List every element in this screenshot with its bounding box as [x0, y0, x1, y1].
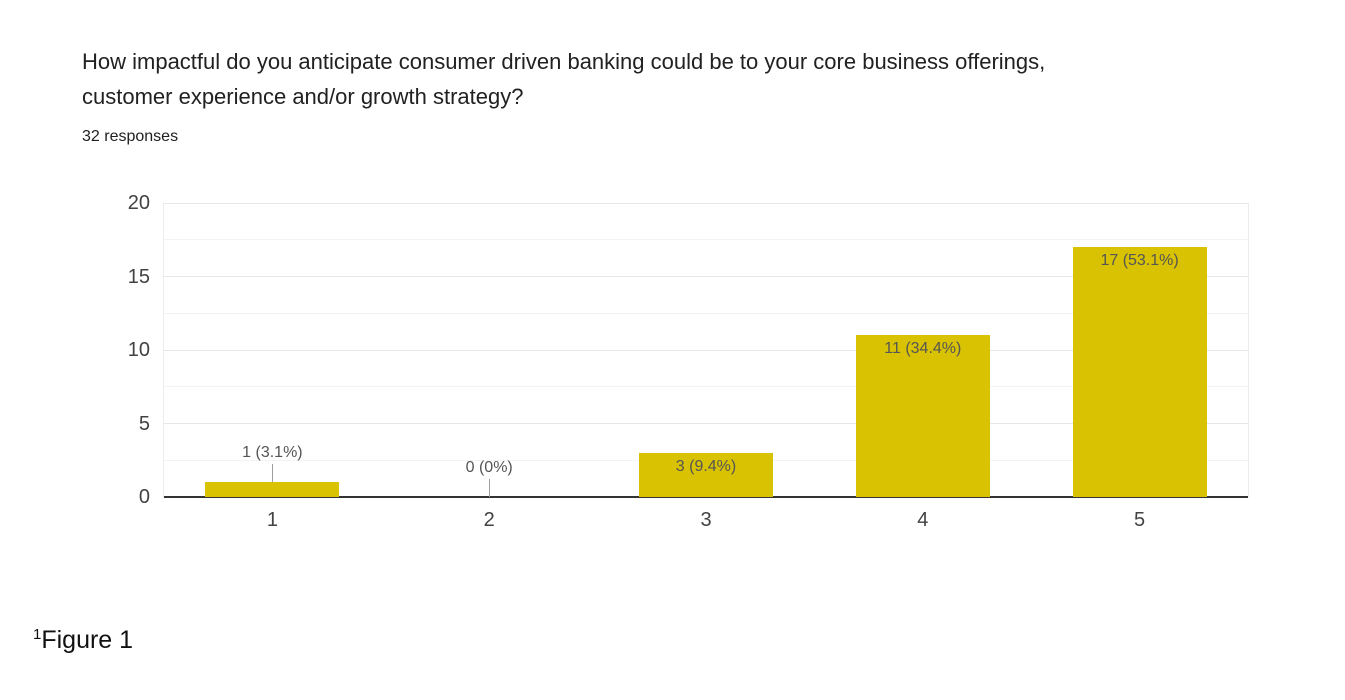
bar: [639, 452, 773, 497]
y-axis-label: 20: [127, 192, 150, 214]
bar: [855, 335, 990, 497]
annotation-stem: [489, 479, 491, 497]
bar: [1072, 247, 1207, 497]
minor-gridline: [164, 386, 1248, 388]
figure-caption-text: Figure 1: [41, 626, 134, 654]
x-axis-label: 2: [483, 509, 495, 531]
response-count: 32 responses: [82, 128, 179, 145]
y-axis-label: 10: [127, 339, 150, 361]
footnote-marker: 1: [33, 626, 42, 643]
page-title: How impactful do you anticipate consumer…: [82, 44, 1045, 114]
annotation-stem: [272, 464, 274, 483]
x-axis-label: 1: [266, 509, 278, 531]
x-axis-label: 3: [700, 509, 712, 531]
plot-area: 0 5 10 15 20 1 (3.1%) 1 0 (0%) 2 3 (9.4%) 3 11 (34.…: [128, 193, 1249, 530]
figure-caption: 1Figure 1: [33, 626, 133, 655]
y-axis-label: 5: [138, 412, 150, 435]
major-gridline: [164, 349, 1248, 351]
bar-value-label: 11 (34.4%): [884, 340, 962, 358]
x-axis-baseline: [164, 496, 1248, 498]
bar-value-label: 1 (3.1%): [242, 444, 303, 462]
major-gridline: [164, 276, 1248, 277]
bar-value-label: 3 (9.4%): [675, 457, 737, 475]
bar-value-label: 0 (0%): [465, 459, 513, 476]
minor-gridline: [164, 312, 1248, 314]
x-axis-label: 5: [1134, 509, 1146, 531]
chart-title-line-1: How impactful do you anticipate consumer…: [82, 49, 1046, 74]
chart-title-line-2: customer experience and/or growth strate…: [82, 84, 524, 109]
y-axis-label: 15: [127, 265, 150, 288]
major-gridline: [164, 202, 1248, 204]
minor-gridline: [164, 239, 1248, 241]
x-axis-label: 4: [917, 509, 929, 531]
y-axis-label: 0: [138, 486, 150, 508]
bar-value-label: 17 (53.1%): [1100, 252, 1179, 270]
major-gridline: [164, 423, 1248, 424]
bar: [205, 482, 340, 497]
